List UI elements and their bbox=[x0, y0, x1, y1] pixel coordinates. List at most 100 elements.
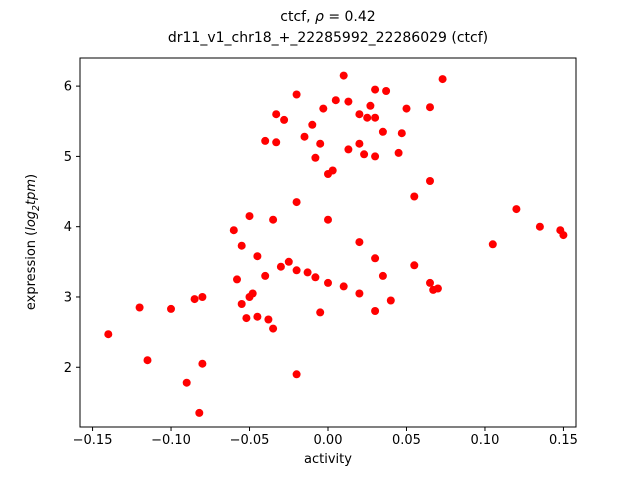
data-point bbox=[382, 87, 391, 95]
data-point bbox=[426, 278, 434, 287]
data-point bbox=[324, 215, 332, 224]
x-tick-label: 0.05 bbox=[392, 433, 421, 448]
chart-title: ctcf, ρ = 0.42 bbox=[80, 9, 576, 25]
y-tick-label: 5 bbox=[64, 150, 72, 165]
data-point bbox=[167, 304, 175, 313]
chart-title-value: = 0.42 bbox=[323, 9, 376, 25]
data-point bbox=[426, 177, 434, 185]
x-tick-label: −0.15 bbox=[73, 433, 113, 448]
data-point bbox=[264, 315, 273, 324]
data-point bbox=[355, 238, 364, 247]
data-point bbox=[512, 205, 521, 214]
data-point bbox=[363, 113, 372, 122]
data-point bbox=[371, 85, 380, 94]
data-point bbox=[319, 104, 328, 113]
data-point bbox=[394, 148, 403, 157]
x-tick-label: 0.15 bbox=[549, 433, 578, 448]
data-point bbox=[344, 145, 353, 154]
y-tick-label: 3 bbox=[64, 290, 72, 305]
data-point bbox=[371, 307, 380, 315]
data-point bbox=[272, 138, 281, 147]
data-point bbox=[311, 273, 320, 282]
x-tick-label: −0.10 bbox=[151, 433, 191, 448]
data-point bbox=[378, 127, 387, 136]
data-point bbox=[195, 408, 204, 417]
data-point bbox=[261, 136, 270, 145]
data-point bbox=[237, 300, 246, 308]
x-tick-label: 0.00 bbox=[314, 433, 343, 448]
data-point bbox=[331, 96, 340, 105]
data-point bbox=[410, 261, 419, 270]
data-point bbox=[386, 296, 395, 305]
data-point bbox=[339, 71, 348, 80]
data-point bbox=[229, 226, 238, 235]
y-axis-label-log: log bbox=[24, 210, 40, 231]
data-point bbox=[433, 284, 442, 293]
data-point bbox=[253, 312, 262, 321]
y-axis-label-suffix: ) bbox=[24, 173, 40, 179]
data-point bbox=[355, 139, 364, 148]
y-tick-label: 2 bbox=[64, 361, 72, 376]
data-point bbox=[426, 103, 434, 112]
data-point bbox=[261, 271, 270, 280]
data-point bbox=[535, 222, 544, 231]
data-point bbox=[284, 257, 293, 266]
y-tick-label: 4 bbox=[64, 220, 72, 235]
data-point bbox=[182, 378, 191, 387]
data-point bbox=[292, 266, 301, 275]
data-point bbox=[303, 268, 312, 277]
chart-title-prefix: ctcf, bbox=[280, 9, 315, 25]
data-point bbox=[308, 120, 317, 129]
data-point bbox=[559, 231, 568, 240]
data-point bbox=[198, 359, 207, 368]
data-point bbox=[272, 110, 281, 119]
data-point bbox=[328, 166, 337, 175]
data-point bbox=[233, 275, 241, 284]
data-point bbox=[198, 293, 207, 301]
data-point bbox=[360, 150, 369, 159]
x-tick-label: −0.05 bbox=[230, 433, 270, 448]
data-point bbox=[316, 308, 325, 317]
data-point bbox=[292, 198, 301, 207]
chart-subtitle: dr11_v1_chr18_+_22285992_22286029 (ctcf) bbox=[167, 30, 489, 46]
data-point bbox=[292, 370, 301, 379]
data-point bbox=[488, 240, 497, 249]
data-point bbox=[371, 152, 380, 161]
y-axis-label: expression (log2tpm) bbox=[24, 174, 42, 310]
data-point bbox=[355, 110, 364, 119]
data-point bbox=[324, 278, 332, 287]
data-point bbox=[190, 295, 199, 304]
y-axis-label-prefix: expression ( bbox=[24, 230, 40, 311]
data-point bbox=[135, 303, 144, 312]
y-axis-label-sub: 2 bbox=[30, 204, 42, 211]
data-point bbox=[280, 115, 289, 124]
data-point bbox=[438, 75, 447, 84]
data-point bbox=[311, 153, 320, 162]
data-point bbox=[237, 241, 246, 250]
axes-frame bbox=[79, 57, 577, 428]
data-point bbox=[253, 252, 262, 261]
data-point bbox=[242, 314, 251, 323]
data-point bbox=[276, 262, 285, 271]
y-tick-label: 6 bbox=[64, 80, 72, 95]
data-point bbox=[344, 97, 353, 106]
data-point bbox=[366, 101, 375, 110]
data-point bbox=[371, 113, 380, 122]
data-point bbox=[397, 129, 406, 138]
data-point bbox=[300, 132, 309, 141]
data-point bbox=[339, 282, 348, 291]
data-point bbox=[378, 271, 387, 280]
data-point bbox=[355, 289, 364, 298]
data-point bbox=[245, 212, 254, 221]
data-point bbox=[371, 254, 380, 263]
data-point bbox=[316, 139, 325, 148]
x-tick-label: 0.10 bbox=[470, 433, 499, 448]
x-axis-label: activity bbox=[304, 452, 352, 467]
data-point bbox=[104, 330, 113, 339]
data-point bbox=[410, 192, 419, 201]
data-point bbox=[143, 356, 152, 365]
data-point bbox=[292, 90, 301, 99]
chart-title-rho: ρ bbox=[315, 9, 324, 25]
